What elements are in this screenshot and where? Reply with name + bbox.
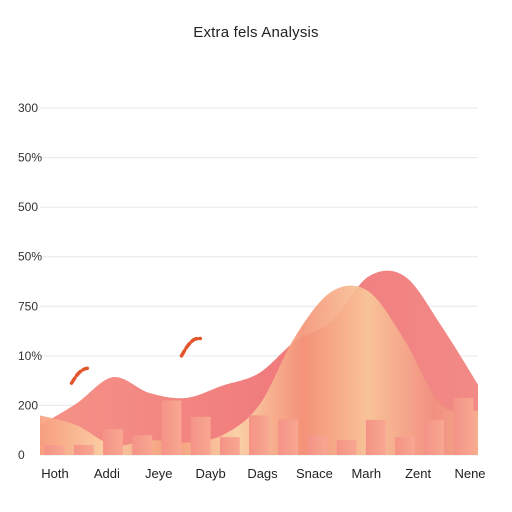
x-tick-label: Snace <box>296 466 333 481</box>
y-tick-label: 0 <box>18 448 25 462</box>
trend-line <box>69 366 90 385</box>
bar <box>249 415 269 455</box>
y-tick-label: 200 <box>18 398 38 412</box>
trend-layer <box>69 336 203 385</box>
x-tick-label: Dayb <box>195 466 225 481</box>
y-axis-ticks: 300 50% 500 50% 750 10% 200 0 <box>18 101 42 462</box>
bar <box>44 445 65 455</box>
x-tick-label: Zent <box>405 466 431 481</box>
trend-line <box>179 336 203 358</box>
bar <box>190 416 211 455</box>
y-tick-label: 50% <box>18 250 42 264</box>
y-tick-label: 50% <box>18 151 42 165</box>
bar-layer <box>44 397 474 455</box>
x-tick-label: Marh <box>351 466 381 481</box>
y-tick-label: 300 <box>18 101 38 115</box>
y-tick-label: 10% <box>18 349 42 363</box>
bar <box>365 419 386 455</box>
bar <box>219 437 240 455</box>
area-layer <box>40 270 478 455</box>
bar <box>73 445 94 455</box>
bar <box>453 397 474 455</box>
x-tick-label: Nene <box>454 466 485 481</box>
x-tick-label: Jeye <box>145 466 172 481</box>
y-tick-label: 500 <box>18 200 38 214</box>
x-tick-label: Hoth <box>41 466 68 481</box>
chart-title: Extra fels Analysis <box>193 24 319 41</box>
x-axis-ticks: Hoth Addi Jeye Dayb Dags Snace Marh Zent Nene <box>41 466 485 481</box>
bar <box>395 437 415 455</box>
bar <box>132 435 153 455</box>
bar <box>424 420 445 455</box>
bar <box>103 429 123 455</box>
bar <box>307 435 328 455</box>
bar <box>161 400 182 455</box>
x-tick-label: Addi <box>94 466 120 481</box>
area-front <box>40 285 478 455</box>
bar <box>278 419 299 455</box>
x-tick-label: Dags <box>247 466 278 481</box>
y-tick-label: 750 <box>18 299 38 313</box>
bar <box>336 440 357 455</box>
